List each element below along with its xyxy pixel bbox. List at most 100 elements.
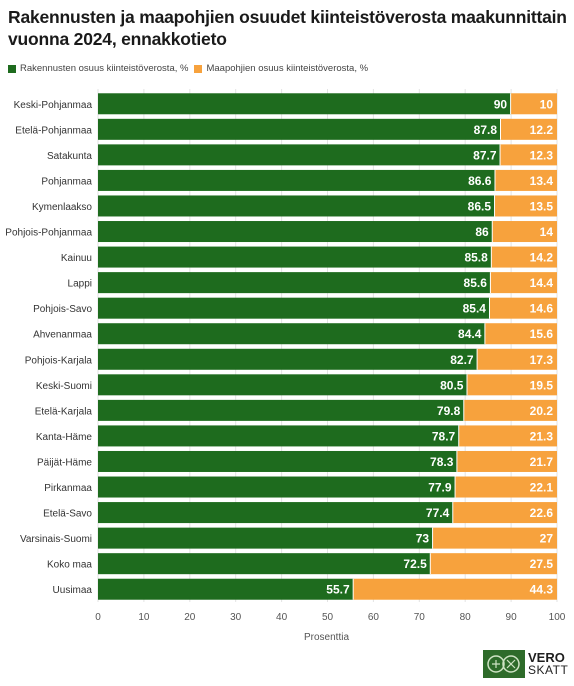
x-tick-label: 80 xyxy=(460,612,472,623)
category-label: Lappi xyxy=(68,279,92,290)
data-label-buildings: 85.8 xyxy=(464,251,488,265)
logo-text-skatt: SKATT xyxy=(528,663,569,677)
bar-buildings xyxy=(98,527,434,549)
legend-swatch-buildings xyxy=(8,64,16,73)
bar-buildings xyxy=(98,399,465,421)
bar-buildings xyxy=(98,323,486,345)
x-tick-label: 10 xyxy=(138,612,150,623)
legend-label-buildings: Rakennusten osuus kiinteistöverosta, % xyxy=(20,63,189,74)
bar-buildings xyxy=(98,169,496,191)
bar-buildings xyxy=(98,118,502,140)
data-label-buildings: 77.4 xyxy=(426,506,450,520)
x-tick-label: 50 xyxy=(322,612,334,623)
data-label-buildings: 86.5 xyxy=(468,199,492,213)
data-label-land: 44.3 xyxy=(530,583,554,597)
chart-title: Rakennusten ja maapohjien osuudet kiinte… xyxy=(8,7,567,49)
category-label: Etelä-Savo xyxy=(43,509,92,520)
x-tick-label: 40 xyxy=(276,612,288,623)
data-label-land: 13.4 xyxy=(530,174,554,188)
verohallinto-logo: VERO SKATT xyxy=(483,650,568,678)
bar-buildings xyxy=(98,476,456,498)
data-label-buildings: 85.6 xyxy=(464,276,488,290)
bar-land xyxy=(511,93,557,115)
bar-buildings xyxy=(98,553,431,575)
x-axis-label: Prosenttia xyxy=(304,632,349,643)
category-label: Pohjanmaa xyxy=(41,176,92,187)
bar-buildings xyxy=(98,144,501,166)
data-label-buildings: 90 xyxy=(494,97,508,111)
x-tick-label: 100 xyxy=(549,612,566,623)
bar-land xyxy=(500,144,557,166)
x-tick-label: 60 xyxy=(368,612,380,623)
data-label-buildings: 72.5 xyxy=(403,557,427,571)
data-label-land: 15.6 xyxy=(530,327,554,341)
x-tick-label: 30 xyxy=(230,612,242,623)
data-label-buildings: 77.9 xyxy=(428,481,452,495)
legend-swatch-land xyxy=(194,64,203,73)
bar-land xyxy=(492,221,557,243)
data-label-buildings: 84.4 xyxy=(458,327,482,341)
bar-land xyxy=(459,425,557,447)
bar-buildings xyxy=(98,246,492,268)
data-label-buildings: 79.8 xyxy=(437,404,461,418)
data-label-land: 17.3 xyxy=(530,353,554,367)
bar-land xyxy=(490,272,557,294)
category-label: Pirkanmaa xyxy=(44,483,92,494)
bar-land xyxy=(501,118,557,140)
category-label: Koko maa xyxy=(47,560,92,571)
data-label-land: 27.5 xyxy=(530,557,554,571)
category-label: Keski-Suomi xyxy=(36,381,92,392)
bar-land xyxy=(430,553,557,575)
x-tick-label: 70 xyxy=(414,612,426,623)
category-label: Etelä-Pohjanmaa xyxy=(15,125,92,136)
category-label: Varsinais-Suomi xyxy=(20,534,92,545)
bar-buildings xyxy=(98,272,491,294)
data-label-land: 14.4 xyxy=(530,276,554,290)
data-label-land: 19.5 xyxy=(530,378,554,392)
data-label-land: 21.3 xyxy=(530,429,554,443)
x-tick-label: 90 xyxy=(506,612,518,623)
data-label-land: 14.2 xyxy=(530,251,554,265)
category-label: Satakunta xyxy=(47,151,92,162)
bar-land xyxy=(457,450,557,472)
data-label-land: 22.6 xyxy=(530,506,554,520)
legend-item-buildings: Rakennusten osuus kiinteistöverosta, % xyxy=(8,63,188,74)
bar-buildings xyxy=(98,297,490,319)
bar-buildings xyxy=(98,221,493,243)
bar-land xyxy=(455,476,557,498)
bar-buildings xyxy=(98,195,496,217)
bar-land xyxy=(464,399,557,421)
data-label-buildings: 82.7 xyxy=(450,353,474,367)
category-label: Kymenlaakso xyxy=(32,202,92,213)
data-label-land: 12.3 xyxy=(530,148,554,162)
data-label-buildings: 78.3 xyxy=(430,455,454,469)
bar-land xyxy=(453,502,557,524)
bar-land xyxy=(477,348,557,370)
x-tick-label: 20 xyxy=(184,612,196,623)
data-label-land: 22.1 xyxy=(530,481,554,495)
data-label-land: 14.6 xyxy=(530,302,554,316)
data-label-land: 14 xyxy=(540,225,554,239)
data-label-land: 10 xyxy=(540,97,554,111)
data-label-buildings: 87.7 xyxy=(473,148,497,162)
bar-buildings xyxy=(98,578,354,600)
category-label: Kanta-Häme xyxy=(36,432,93,443)
data-label-buildings: 80.5 xyxy=(440,378,464,392)
data-label-land: 20.2 xyxy=(530,404,554,418)
bar-buildings xyxy=(98,450,458,472)
data-label-buildings: 86.6 xyxy=(468,174,492,188)
legend-item-land: Maapohjien osuus kiinteistöverosta, % xyxy=(194,63,368,74)
data-label-land: 27 xyxy=(540,532,554,546)
category-label: Pohjois-Pohjanmaa xyxy=(5,228,92,239)
data-label-land: 21.7 xyxy=(530,455,554,469)
category-label: Päijät-Häme xyxy=(37,457,92,468)
bar-land xyxy=(495,195,557,217)
bar-land xyxy=(433,527,557,549)
category-label: Uusimaa xyxy=(53,585,93,596)
data-label-buildings: 85.4 xyxy=(463,302,487,316)
category-label: Ahvenanmaa xyxy=(33,330,92,341)
data-label-buildings: 78.7 xyxy=(432,429,456,443)
data-label-land: 12.2 xyxy=(530,123,554,137)
bar-land xyxy=(491,246,557,268)
